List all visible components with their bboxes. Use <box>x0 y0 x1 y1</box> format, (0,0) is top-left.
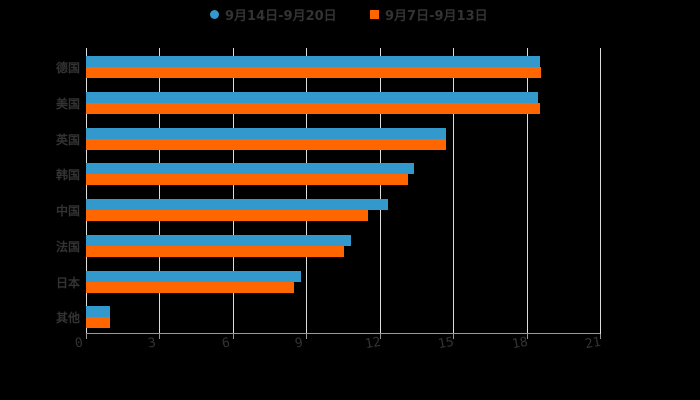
y-category-label: 英国 <box>55 132 80 147</box>
gridline <box>86 48 87 334</box>
y-category-label: 德国 <box>55 61 80 75</box>
x-axis-line <box>86 333 600 334</box>
bar-sep7-13[interactable] <box>86 138 446 150</box>
bar-sep7-13[interactable] <box>86 281 294 293</box>
legend-item-series-1[interactable]: 9月14日-9月20日 <box>210 4 337 24</box>
y-category-label: 美国 <box>55 96 80 111</box>
bar-sep7-13[interactable] <box>86 67 542 78</box>
legend-label: 9月14日-9月20日 <box>225 8 337 24</box>
x-tick-label: 9 <box>293 335 305 352</box>
x-axis-tick <box>233 334 234 339</box>
y-category-label: 日本 <box>55 275 80 290</box>
bar-sep14-20[interactable] <box>86 91 538 103</box>
bar-sep7-13[interactable] <box>86 210 368 221</box>
gridline <box>380 48 381 334</box>
gridline <box>159 48 160 334</box>
gridline <box>453 48 454 334</box>
x-axis-tick <box>159 334 160 339</box>
x-tick-label: 18 <box>510 334 530 353</box>
bar-sep14-20[interactable] <box>86 163 414 175</box>
x-tick-label: 12 <box>363 334 383 353</box>
gridline <box>600 48 601 334</box>
chart-legend: 9月14日-9月20日 9月7日-9月13日 <box>0 4 700 24</box>
gridline <box>233 48 234 334</box>
bar-sep14-20[interactable] <box>86 199 389 210</box>
y-category-label: 韩国 <box>55 168 80 183</box>
x-axis-tick <box>380 334 381 339</box>
y-category-label: 法国 <box>55 239 80 254</box>
x-axis-tick <box>600 334 601 339</box>
x-axis-tick <box>306 334 307 339</box>
bar-sep14-20[interactable] <box>86 56 541 67</box>
legend-square-icon <box>370 9 379 19</box>
bar-sep7-13[interactable] <box>86 102 541 114</box>
bar-sep14-20[interactable] <box>86 127 446 139</box>
x-axis-tick <box>453 334 454 339</box>
bar-sep14-20[interactable] <box>86 270 301 282</box>
x-tick-label: 0 <box>73 335 85 352</box>
bar-sep14-20[interactable] <box>86 306 110 318</box>
gridline <box>527 48 528 334</box>
bar-sep7-13[interactable] <box>86 317 110 329</box>
y-category-label: 中国 <box>55 204 80 218</box>
legend-item-series-2[interactable]: 9月7日-9月13日 <box>370 4 488 24</box>
x-tick-label: 3 <box>146 335 158 352</box>
legend-circle-icon <box>210 9 219 19</box>
x-tick-label: 21 <box>583 334 603 353</box>
x-axis-tick <box>86 334 87 339</box>
bar-sep7-13[interactable] <box>86 245 344 257</box>
legend-label: 9月7日-9月13日 <box>385 8 488 24</box>
gridline <box>306 48 307 334</box>
x-tick-label: 15 <box>436 334 456 353</box>
x-axis-tick <box>527 334 528 339</box>
y-category-label: 其他 <box>55 311 80 326</box>
x-tick-label: 6 <box>220 335 232 352</box>
bar-sep14-20[interactable] <box>86 234 352 246</box>
bar-sep7-13[interactable] <box>86 174 408 186</box>
plot-area <box>86 48 601 339</box>
